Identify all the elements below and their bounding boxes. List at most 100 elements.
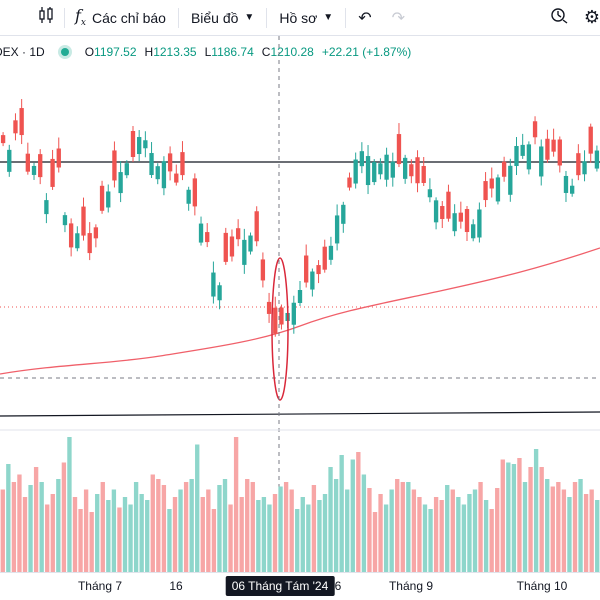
candle-body xyxy=(186,189,191,204)
volume-bar xyxy=(78,509,83,572)
candle-body xyxy=(421,165,426,183)
volume-bar xyxy=(89,512,94,572)
redo-button[interactable]: ↷ xyxy=(382,0,415,36)
volume-bar xyxy=(56,479,61,572)
settings-button[interactable]: ⚙ xyxy=(578,0,600,36)
volume-bar xyxy=(339,455,344,572)
candle-body xyxy=(532,121,538,138)
volume-bar xyxy=(211,509,217,572)
volume-bar xyxy=(372,512,378,572)
volume-bar xyxy=(467,494,472,572)
toolbar-separator xyxy=(345,7,347,28)
candle-body xyxy=(50,158,55,187)
indicators-button[interactable]: fx Các chỉ báo xyxy=(65,0,178,36)
volume-bar xyxy=(439,500,444,572)
volume-bar xyxy=(106,500,111,572)
candle-body xyxy=(582,161,587,175)
candle-body xyxy=(13,120,18,134)
volume-bar xyxy=(383,504,389,572)
candle-body xyxy=(563,175,569,193)
candle-body xyxy=(68,223,74,248)
volume-bar xyxy=(139,494,144,572)
volume-bar xyxy=(400,482,405,572)
candle-body xyxy=(7,149,12,172)
candle-body xyxy=(514,146,519,167)
candle-body xyxy=(242,239,247,265)
x-tick-label: Tháng 10 xyxy=(516,579,568,593)
candle-body xyxy=(520,144,525,156)
indicators-label: Các chỉ báo xyxy=(92,9,166,26)
close-label: C xyxy=(261,45,271,59)
price-chart[interactable] xyxy=(0,36,600,572)
candle-body xyxy=(217,285,222,301)
chart-toolbar: fx Các chỉ báo Biểu đồ ▼ Hồ sơ ▼ ↶ ↷ ⚙ xyxy=(0,0,600,36)
candle-body xyxy=(310,271,315,290)
volume-bar xyxy=(578,479,583,572)
volume-bar xyxy=(278,486,283,572)
volume-bar xyxy=(22,497,28,572)
chevron-down-icon: ▼ xyxy=(323,12,334,23)
redo-icon: ↷ xyxy=(391,9,406,27)
candle-body xyxy=(557,139,562,166)
candle-body xyxy=(446,191,451,219)
candle-body xyxy=(501,161,507,177)
high-label: H xyxy=(144,45,154,59)
open-label: O xyxy=(84,45,95,59)
candle-body xyxy=(25,153,30,172)
trend-line xyxy=(0,411,600,417)
volume-bar xyxy=(456,497,461,572)
candle-body xyxy=(353,159,358,184)
volume-bar xyxy=(567,497,572,572)
volume-bar xyxy=(45,504,50,572)
candle-body xyxy=(415,157,420,184)
candle-body xyxy=(254,211,259,242)
volume-bar xyxy=(328,467,333,572)
volume-bar xyxy=(267,504,272,572)
candle-body xyxy=(390,161,395,178)
candle-body xyxy=(322,246,327,270)
alert-button[interactable] xyxy=(540,0,578,36)
volume-bar xyxy=(28,485,33,572)
candle-body xyxy=(266,301,272,314)
volume-bar xyxy=(389,489,394,572)
undo-icon: ↶ xyxy=(358,9,372,27)
candle-body xyxy=(124,163,129,176)
volume-bar xyxy=(306,504,311,572)
undo-button[interactable]: ↶ xyxy=(346,0,381,36)
x-tick-label: Tháng 7 xyxy=(77,579,123,593)
volume-bar xyxy=(378,494,383,572)
chart-type-candles-button[interactable] xyxy=(0,0,64,36)
candle-body xyxy=(38,154,43,178)
candle-body xyxy=(161,161,167,189)
volume-bar xyxy=(489,509,494,572)
candle-body xyxy=(297,290,303,303)
volume-bar xyxy=(156,479,161,572)
volume-bar xyxy=(95,494,100,572)
volume-bar xyxy=(256,500,261,572)
volume-bar xyxy=(72,497,78,572)
volume-bar xyxy=(522,482,528,572)
candle-body xyxy=(471,224,476,239)
candle-body xyxy=(205,232,210,243)
volume-bar xyxy=(122,497,128,572)
gear-icon: ⚙ xyxy=(583,7,600,27)
volume-bar xyxy=(222,479,228,572)
candle-body xyxy=(192,178,198,207)
symbol-label[interactable]: DEX · 1D xyxy=(0,45,45,59)
volume-bar xyxy=(167,509,172,572)
volume-bar xyxy=(356,452,361,572)
candle-body xyxy=(155,166,160,180)
candle-body xyxy=(483,181,488,201)
candle-body xyxy=(409,164,414,177)
candle-body xyxy=(149,153,154,176)
volume-bar xyxy=(295,509,300,572)
candle-body xyxy=(576,153,581,176)
candle-body xyxy=(273,307,278,334)
volume-bar xyxy=(178,489,183,572)
candle-body xyxy=(112,150,117,181)
volume-bar xyxy=(367,488,372,572)
chart-style-button[interactable]: Biểu đồ ▼ xyxy=(179,0,266,36)
profile-button[interactable]: Hồ sơ ▼ xyxy=(267,0,345,36)
volume-bar xyxy=(217,485,222,572)
candle-body xyxy=(594,150,600,169)
